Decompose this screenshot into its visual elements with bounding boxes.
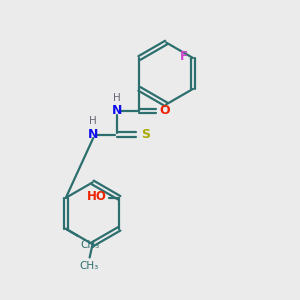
Text: HO: HO [87,190,107,203]
Text: O: O [159,104,170,118]
Text: S: S [141,128,150,141]
Text: H: H [89,116,97,126]
Text: N: N [88,128,98,141]
Text: H: H [113,93,121,103]
Text: N: N [112,104,122,118]
Text: CH₃: CH₃ [80,240,100,250]
Text: F: F [180,50,188,63]
Text: CH₃: CH₃ [80,261,99,271]
